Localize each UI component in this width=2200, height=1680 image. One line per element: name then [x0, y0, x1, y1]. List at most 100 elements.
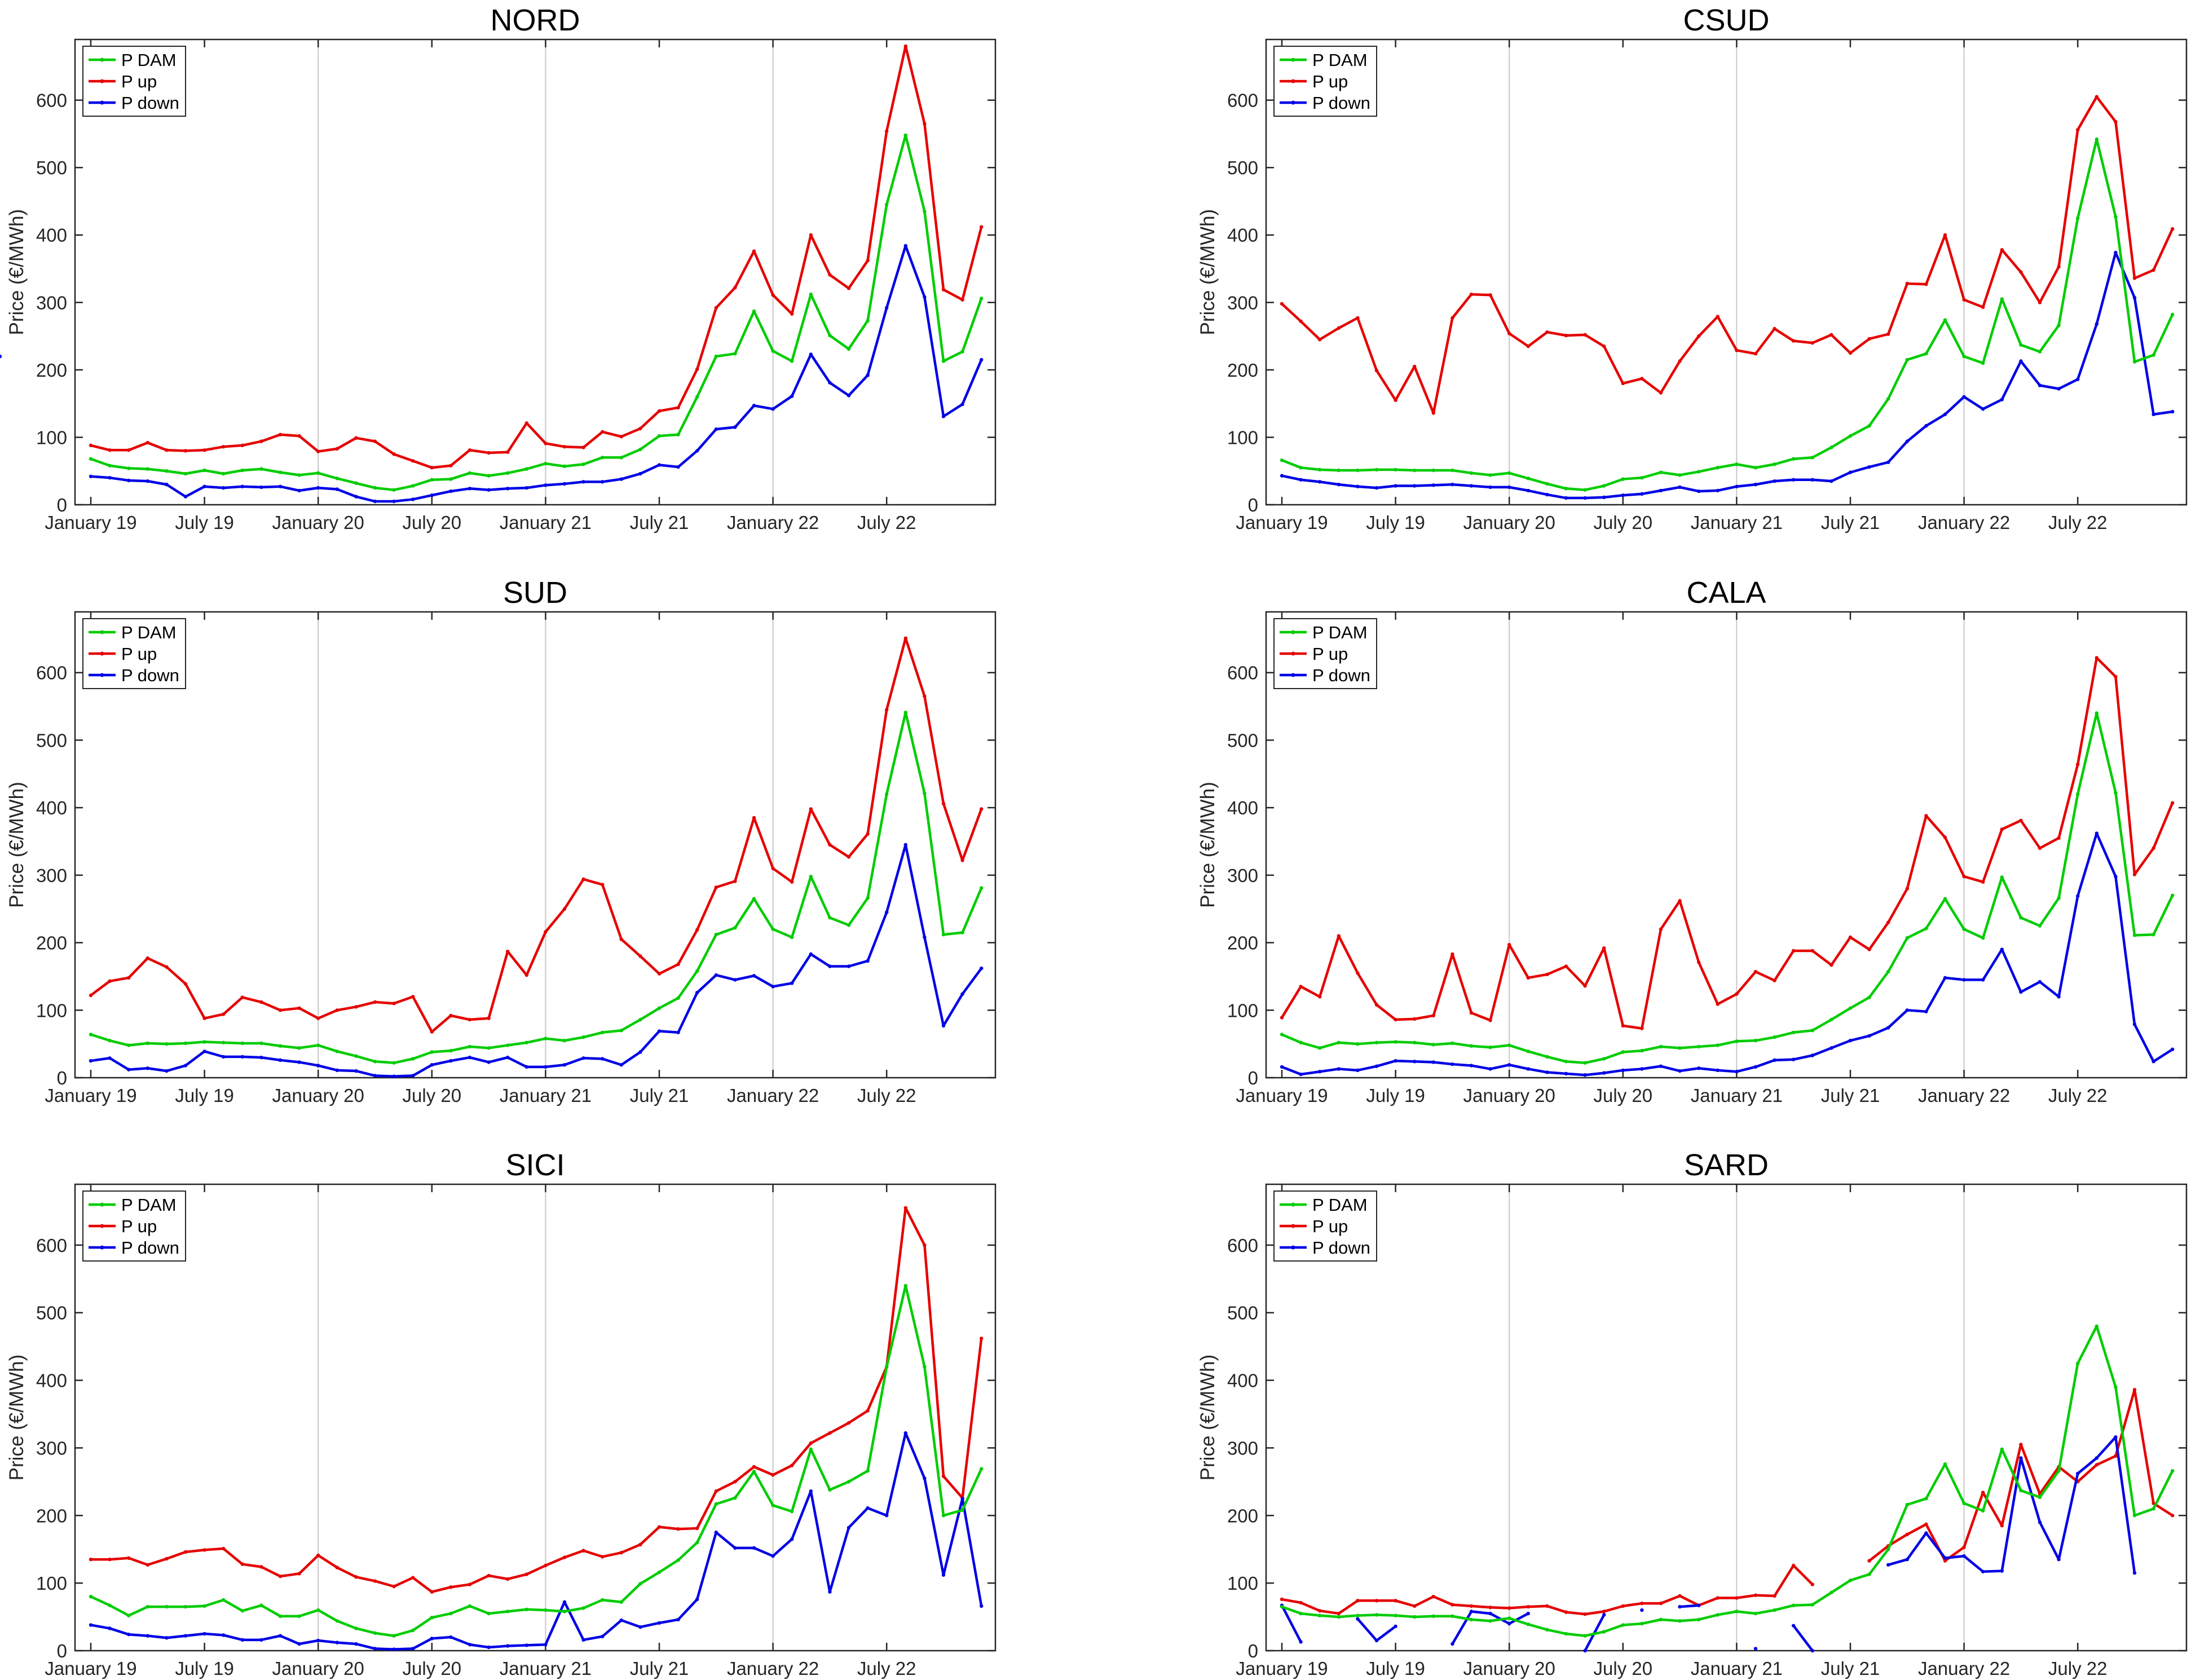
x-tick-label: July 20 [403, 1658, 462, 1679]
x-tick-label: January 20 [272, 1085, 364, 1106]
data-point [2171, 409, 2175, 414]
data-point [1792, 1624, 1796, 1628]
data-point [2057, 323, 2061, 328]
data-point [108, 464, 112, 468]
series-line [1281, 832, 2173, 1077]
data-point [847, 1525, 851, 1530]
data-point [714, 933, 718, 937]
x-tick-label: July 20 [1594, 512, 1653, 533]
data-point [1735, 1039, 1739, 1043]
data-point [1735, 1610, 1739, 1613]
y-tick-label: 400 [36, 225, 67, 246]
data-point [601, 480, 605, 484]
data-point [1374, 1003, 1379, 1007]
x-tick-label: July 19 [1366, 512, 1425, 533]
data-point [487, 1016, 491, 1020]
data-point [980, 966, 984, 971]
y-tick-label: 200 [36, 933, 67, 954]
data-point [259, 1041, 263, 1046]
data-point [1810, 456, 1814, 460]
panel-title: SICI [505, 1148, 565, 1182]
data-point [1829, 479, 1833, 483]
data-point [1413, 1017, 1417, 1021]
x-tick-label: January 20 [1463, 512, 1555, 533]
data-point [506, 487, 510, 491]
data-point [524, 1607, 528, 1612]
data-point [1716, 488, 1720, 493]
data-point [335, 487, 339, 491]
data-point [809, 1441, 813, 1445]
data-point [1431, 411, 1435, 415]
data-point [619, 1618, 624, 1622]
data-point [695, 928, 699, 932]
data-point [923, 791, 927, 796]
y-tick-label: 300 [1227, 865, 1258, 886]
series-p-down [89, 843, 984, 1078]
data-point [89, 1623, 93, 1627]
data-point [581, 1606, 585, 1610]
data-point [354, 481, 358, 485]
data-point [278, 470, 283, 474]
data-point [127, 448, 131, 452]
data-point [1564, 1072, 1568, 1076]
data-point [562, 1610, 567, 1613]
data-point [297, 1046, 301, 1050]
data-point [885, 1365, 889, 1369]
data-point [2114, 1454, 2118, 1458]
series-line [90, 1284, 983, 1637]
data-point [581, 480, 585, 484]
data-point [1602, 344, 1606, 349]
data-point [354, 1626, 358, 1630]
data-point [2151, 412, 2155, 416]
data-point [2057, 1469, 2061, 1473]
series-p-dam [1280, 137, 2175, 492]
data-point [373, 1074, 377, 1078]
legend-marker [1291, 79, 1295, 83]
legend-label: P up [1312, 1216, 1348, 1236]
data-point [638, 1582, 642, 1586]
data-point [1507, 485, 1511, 490]
data-point [1394, 484, 1397, 488]
data-point [1545, 1070, 1549, 1074]
data-point [297, 1572, 301, 1576]
data-point [544, 1037, 548, 1040]
data-point [1829, 1590, 1833, 1595]
data-point [2076, 1361, 2080, 1365]
data-point [1469, 1610, 1474, 1613]
legend: P DAM P upP down [1273, 618, 1377, 689]
data-point [1583, 1634, 1587, 1638]
data-point [430, 478, 434, 482]
series-p-up [89, 1206, 984, 1594]
data-point [1924, 282, 1928, 286]
data-point [146, 1604, 149, 1609]
data-point [146, 1066, 149, 1070]
data-point [828, 333, 832, 338]
data-point [1735, 1070, 1739, 1074]
data-point [695, 969, 699, 973]
legend-marker [1291, 673, 1295, 677]
data-point [1773, 1035, 1776, 1039]
data-point [790, 981, 794, 985]
panel-title: NORD [491, 3, 580, 37]
data-point [903, 1284, 908, 1287]
data-point [1469, 1064, 1474, 1068]
data-point [278, 1574, 283, 1578]
data-point [1488, 1606, 1492, 1610]
data-point [1507, 332, 1511, 336]
series-p-down [1280, 831, 2175, 1077]
series-line [91, 1206, 983, 1593]
data-point [771, 1473, 775, 1477]
data-point [1867, 995, 1871, 999]
x-tick-label: July 21 [1821, 1085, 1880, 1106]
data-point [695, 1597, 699, 1602]
data-point [524, 1040, 528, 1044]
data-point [1356, 484, 1360, 488]
x-tick-label: January 20 [272, 512, 364, 533]
data-point [1753, 482, 1758, 487]
data-point [1659, 1601, 1663, 1606]
data-point [847, 286, 851, 290]
data-point [373, 499, 377, 504]
data-point [1640, 377, 1644, 381]
data-point [1867, 1572, 1871, 1576]
data-point [1488, 1045, 1492, 1050]
